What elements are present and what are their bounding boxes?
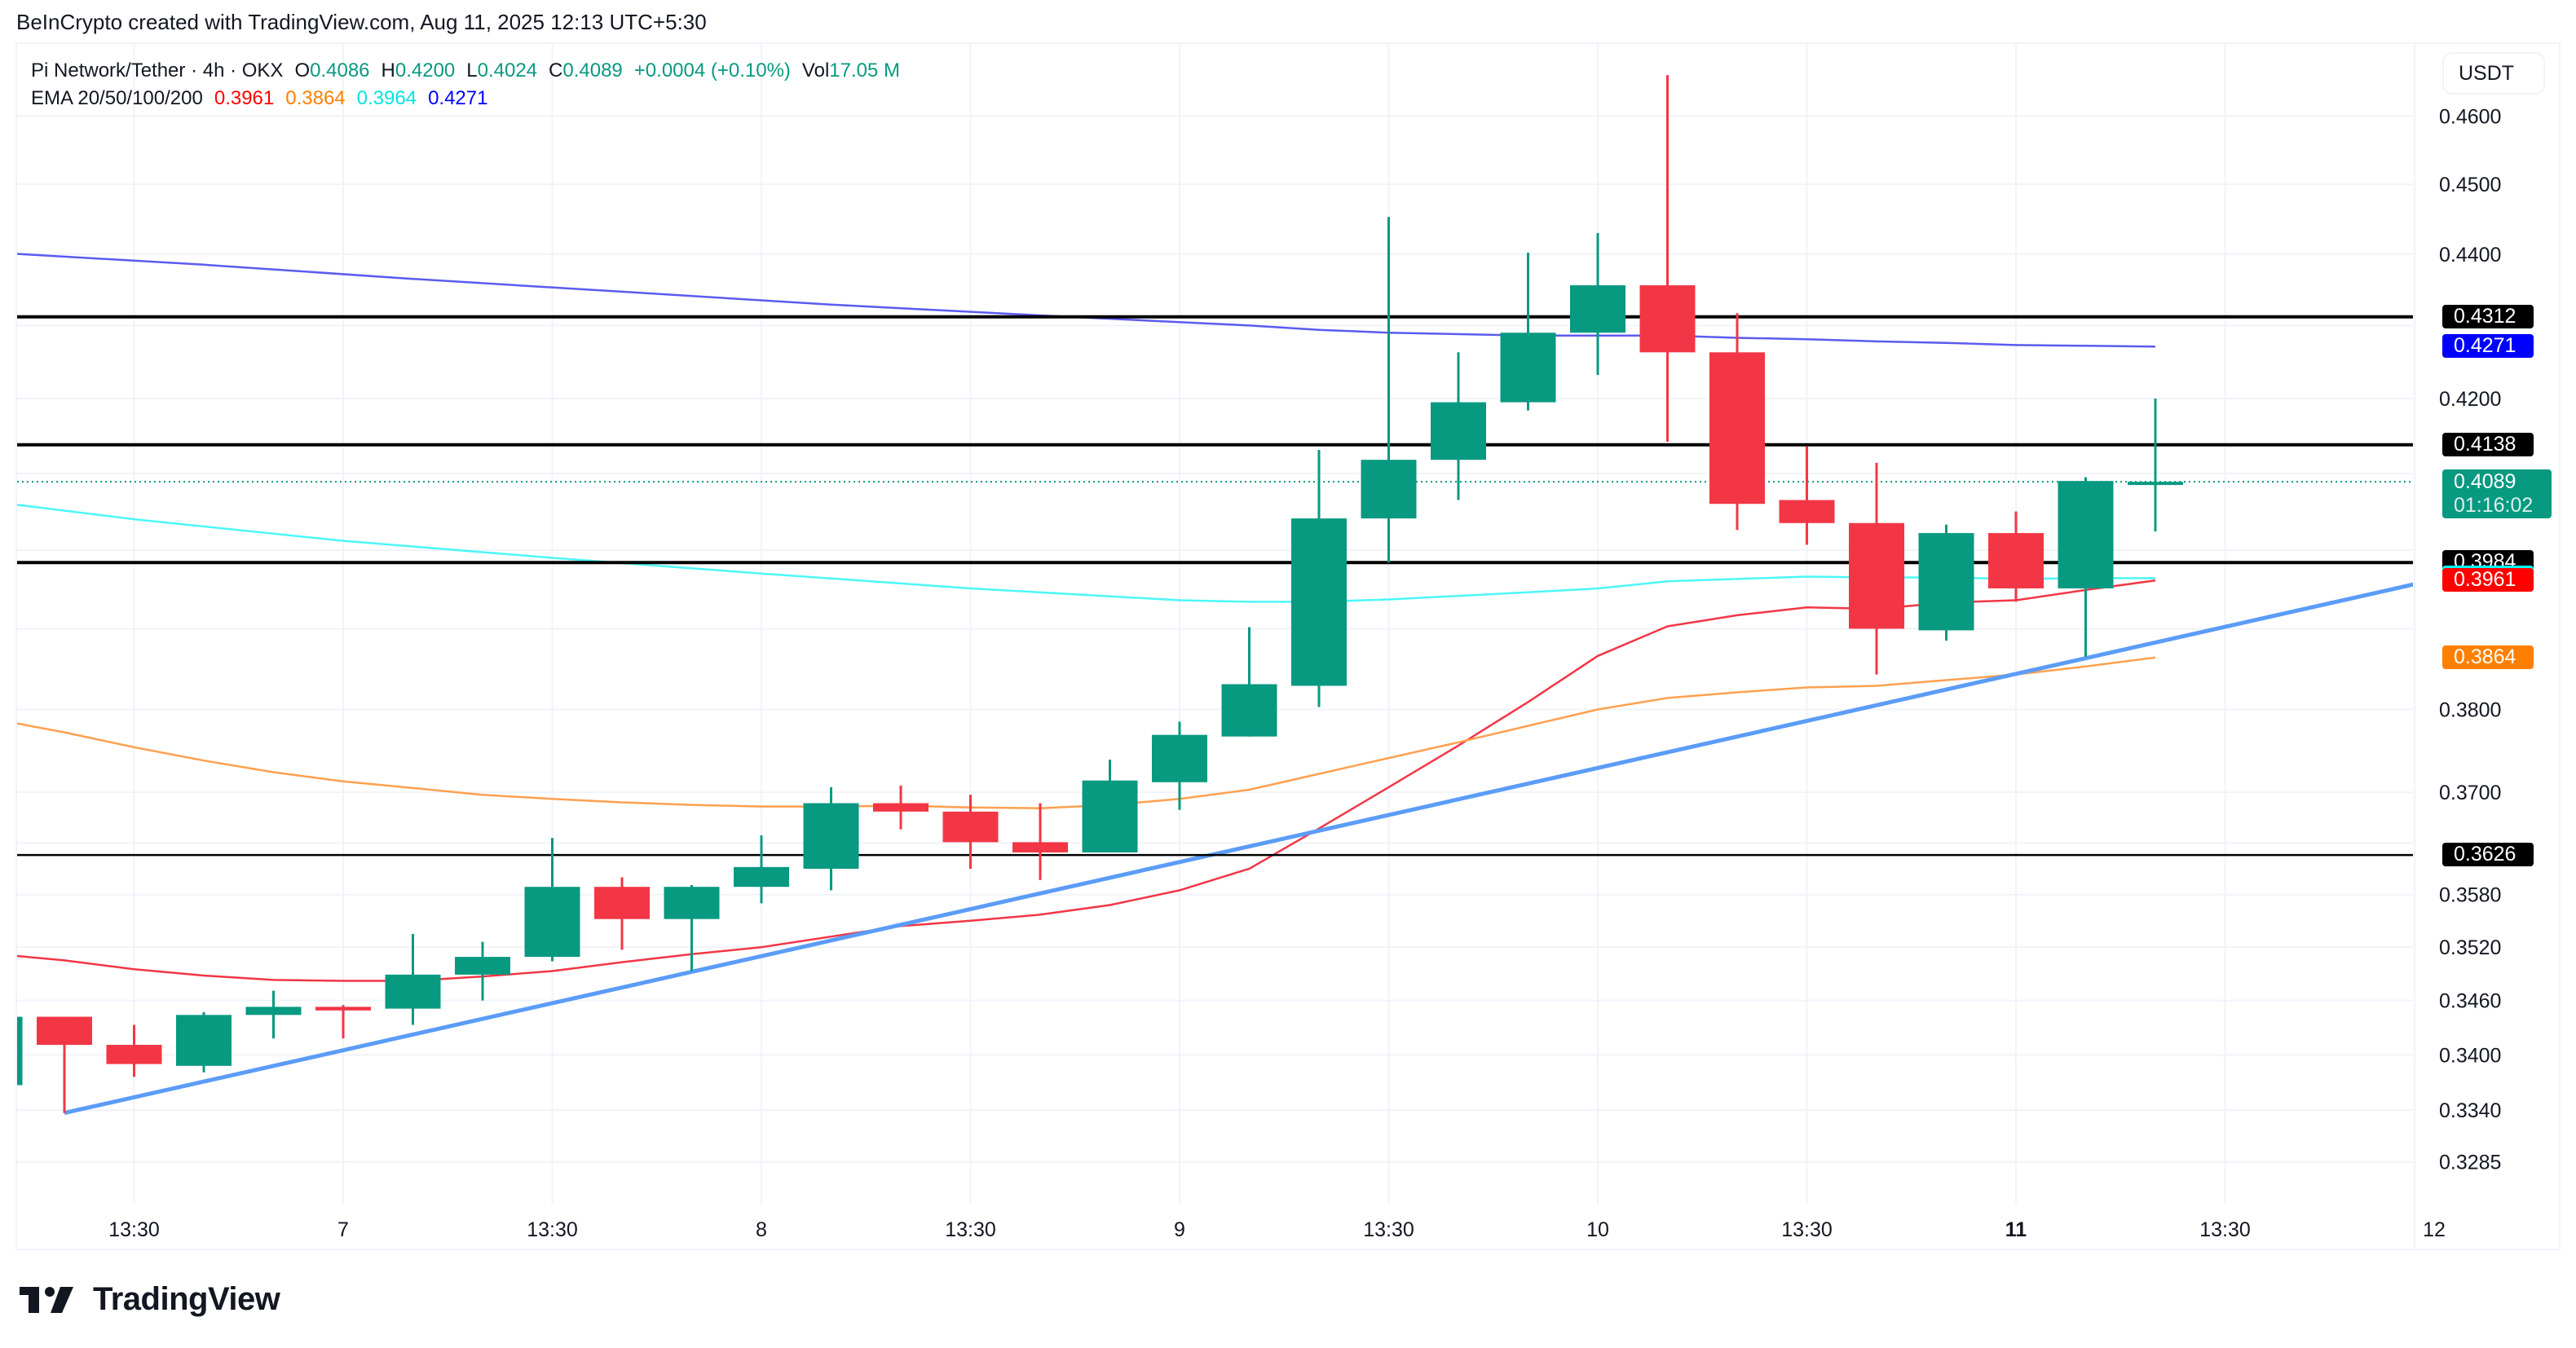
close-value: 0.4089 [562,59,623,81]
chart-caption: BeInCrypto created with TradingView.com,… [16,10,707,34]
candle-body [1082,780,1138,852]
candle-body [385,974,441,1009]
tradingview-logo-icon [20,1286,73,1313]
tradingview-logo-text: TradingView [93,1281,280,1317]
candle-body [1570,285,1625,333]
candle-body [873,803,929,812]
price-tick-label: 0.3700 [2439,782,2501,804]
price-axis-label: 0.3864 [2442,645,2534,669]
time-tick-label: 12 [2423,1218,2446,1241]
volume-label: Vol [801,59,830,81]
time-tick-label: 8 [756,1218,767,1241]
price-tick-label: 0.4600 [2439,105,2501,128]
ema50-value: 0.3864 [285,87,346,109]
price-axis-label: 0.3626 [2442,843,2534,867]
low-value: 0.4024 [477,59,538,81]
ema-20-line [17,579,2156,982]
ema-50-line [17,656,2156,809]
time-tick-label: 7 [337,1218,349,1241]
high-label: H [381,59,395,81]
chart-frame [15,42,2561,1250]
candle-body [524,887,580,958]
price-tick-label: 0.3285 [2439,1151,2501,1174]
ema100-value: 0.3964 [356,87,417,109]
chart-legend: Pi Network/Tether · 4h · OKX O 0.4086 H 0.… [31,57,900,112]
ema200-value: 0.4271 [428,87,488,109]
tradingview-logo[interactable]: TradingView [20,1281,280,1318]
time-tick-label: 11 [2005,1218,2027,1241]
candle-body [734,866,789,888]
price-axis-label: 0.4138 [2442,432,2534,456]
currency-unit-button[interactable]: USDT [2442,52,2545,95]
candle-body [1361,460,1417,519]
price-tick-label: 0.4500 [2439,174,2501,196]
trendline-line [64,582,2413,1116]
time-tick-label: 13:30 [1781,1218,1833,1241]
candle-body [803,803,859,869]
time-tick-label: 13:30 [527,1218,578,1241]
price-tick-label: 0.3400 [2439,1044,2501,1067]
price-axis-label: 0.4271 [2442,334,2534,359]
price-tick-label: 0.3520 [2439,936,2501,959]
volume-value: 17.05 M [829,59,901,81]
candle-body [594,887,650,919]
candle-body [1639,285,1696,353]
candle-body [1779,500,1835,523]
candle-body [1500,333,1556,403]
candle-body [37,1016,92,1046]
low-label: L [466,59,478,81]
open-value: 0.4086 [310,59,370,81]
ema-row: EMA 20/50/100/200 0.3961 0.3864 0.3964 0… [31,85,900,112]
candle-body [106,1045,162,1064]
candle-body [455,957,510,975]
price-tick-label: 0.3460 [2439,990,2501,1013]
candle-body [1221,684,1277,737]
symbol-title[interactable]: Pi Network/Tether · 4h · OKX [31,59,284,81]
candle-body [1849,522,1904,629]
candle-body [2058,481,2114,588]
high-value: 0.4200 [395,59,456,81]
change-value: +0.0004 (+0.10%) [633,59,791,81]
price-tick-label: 0.3340 [2439,1099,2501,1122]
time-tick-label: 9 [1174,1218,1185,1241]
candle-body [17,1016,23,1086]
candle-body [1709,352,1765,504]
price-axis-label: 0.3961 [2442,568,2534,593]
candle-body [1431,402,1486,460]
candle-body [245,1007,302,1015]
candle-body [2128,482,2183,486]
time-tick-label: 13:30 [945,1218,996,1241]
close-label: C [549,59,563,81]
time-tick-label: 13:30 [2199,1218,2251,1241]
price-tick-label: 0.4200 [2439,388,2501,411]
candle-body [942,811,999,843]
price-tick-label: 0.3580 [2439,884,2501,907]
time-tick-label: 10 [1586,1218,1609,1241]
candle-body [1152,734,1207,782]
time-tick-label: 13:30 [1363,1218,1414,1241]
plot-area [17,44,2413,1205]
price-tick-label: 0.3800 [2439,698,2501,721]
ema-200-line [17,253,2156,348]
candle-body [664,887,720,919]
open-label: O [294,59,311,81]
candle-body [1988,533,2044,588]
countdown-timer: 01:16:02 [2454,494,2534,518]
ema-title[interactable]: EMA 20/50/100/200 [31,87,203,109]
candle-body [1291,518,1347,686]
candle-body [315,1007,371,1011]
ema20-value: 0.3961 [214,87,275,109]
price-tick-label: 0.4400 [2439,244,2501,267]
price-axis-label: 0.4089 01:16:02 [2442,469,2552,519]
candle-body [176,1015,232,1066]
candle-body [1012,842,1068,852]
price-axis-label: 0.4312 [2442,304,2534,328]
time-tick-label: 13:30 [108,1218,160,1241]
candle-body [1918,533,1974,631]
ohlc-row: Pi Network/Tether · 4h · OKX O 0.4086 H 0.… [31,57,900,85]
